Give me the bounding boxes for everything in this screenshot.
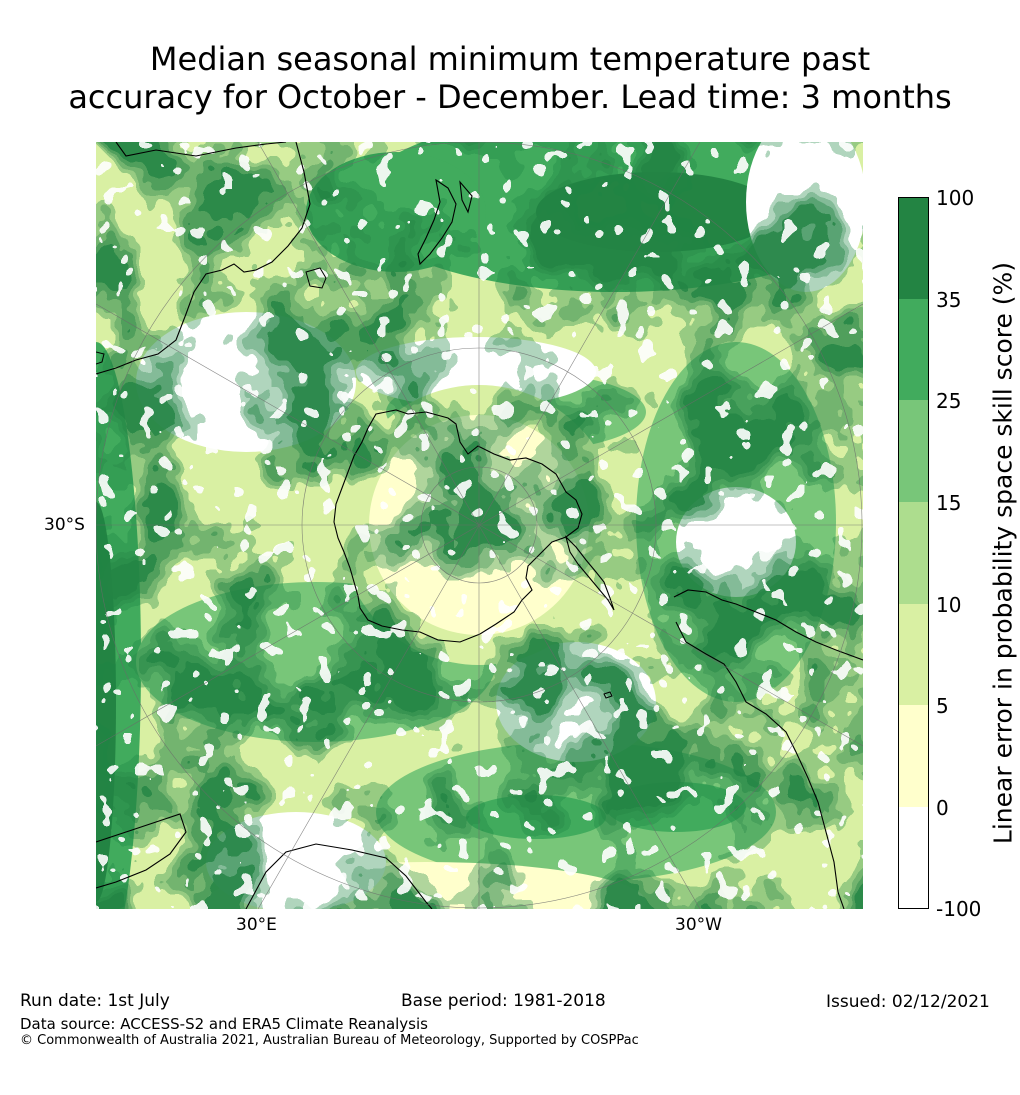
colorbar-tick-neg100: -100 — [936, 897, 982, 921]
colorbar-bin-10-15 — [898, 502, 929, 604]
copyright: © Commonwealth of Australia 2021, Austra… — [20, 1033, 639, 1048]
chart-title: Median seasonal minimum temperature past… — [0, 40, 1020, 116]
issued-date: Issued: 02/12/2021 — [826, 992, 990, 1012]
colorbar-bin-15-25 — [898, 400, 929, 502]
colorbar-bin-35-100 — [898, 197, 929, 299]
new-zealand-coastline — [417, 178, 473, 266]
colorbar-bin-25-35 — [898, 299, 929, 400]
colorbar-tick-5: 5 — [936, 694, 949, 718]
colorbar-frame — [898, 197, 929, 909]
longitude-label-30e: 30°E — [236, 915, 277, 935]
colorbar-bin-0-5 — [898, 705, 929, 807]
base-period: Base period: 1981-2018 — [401, 991, 606, 1011]
australia-coastline — [96, 142, 311, 375]
africa-coastline — [96, 813, 433, 909]
graticule — [96, 142, 863, 909]
colorbar-tick-15: 15 — [936, 491, 962, 515]
skill-score-map — [96, 142, 863, 909]
colorbar-bin-neg100-0 — [898, 807, 929, 909]
data-source: Data source: ACCESS-S2 and ERA5 Climate … — [20, 1015, 428, 1033]
longitude-label-30w: 30°W — [675, 915, 722, 935]
antarctic-peninsula — [564, 535, 615, 611]
colorbar-bin-5-10 — [898, 604, 929, 705]
colorbar — [898, 197, 929, 909]
colorbar-tick-25: 25 — [936, 389, 962, 413]
latitude-label-30s: 30°S — [44, 515, 85, 535]
tasmania-coastline — [305, 267, 327, 289]
title-line-2: accuracy for October - December. Lead ti… — [68, 78, 952, 116]
colorbar-tick-100: 100 — [936, 186, 975, 210]
colorbar-tick-35: 35 — [936, 288, 962, 312]
title-line-1: Median seasonal minimum temperature past — [149, 40, 871, 78]
colorbar-tick-10: 10 — [936, 593, 962, 617]
colorbar-label-text: Linear error in probability space skill … — [988, 261, 1018, 845]
speckle-layer — [96, 142, 863, 909]
colorbar-tick-0: 0 — [936, 796, 949, 820]
south-america-coastline — [673, 589, 863, 909]
madagascar-coastline — [96, 351, 105, 365]
antarctica-coastline — [333, 409, 583, 643]
run-date: Run date: 1st July — [20, 991, 170, 1011]
falkland-islands — [603, 691, 613, 699]
